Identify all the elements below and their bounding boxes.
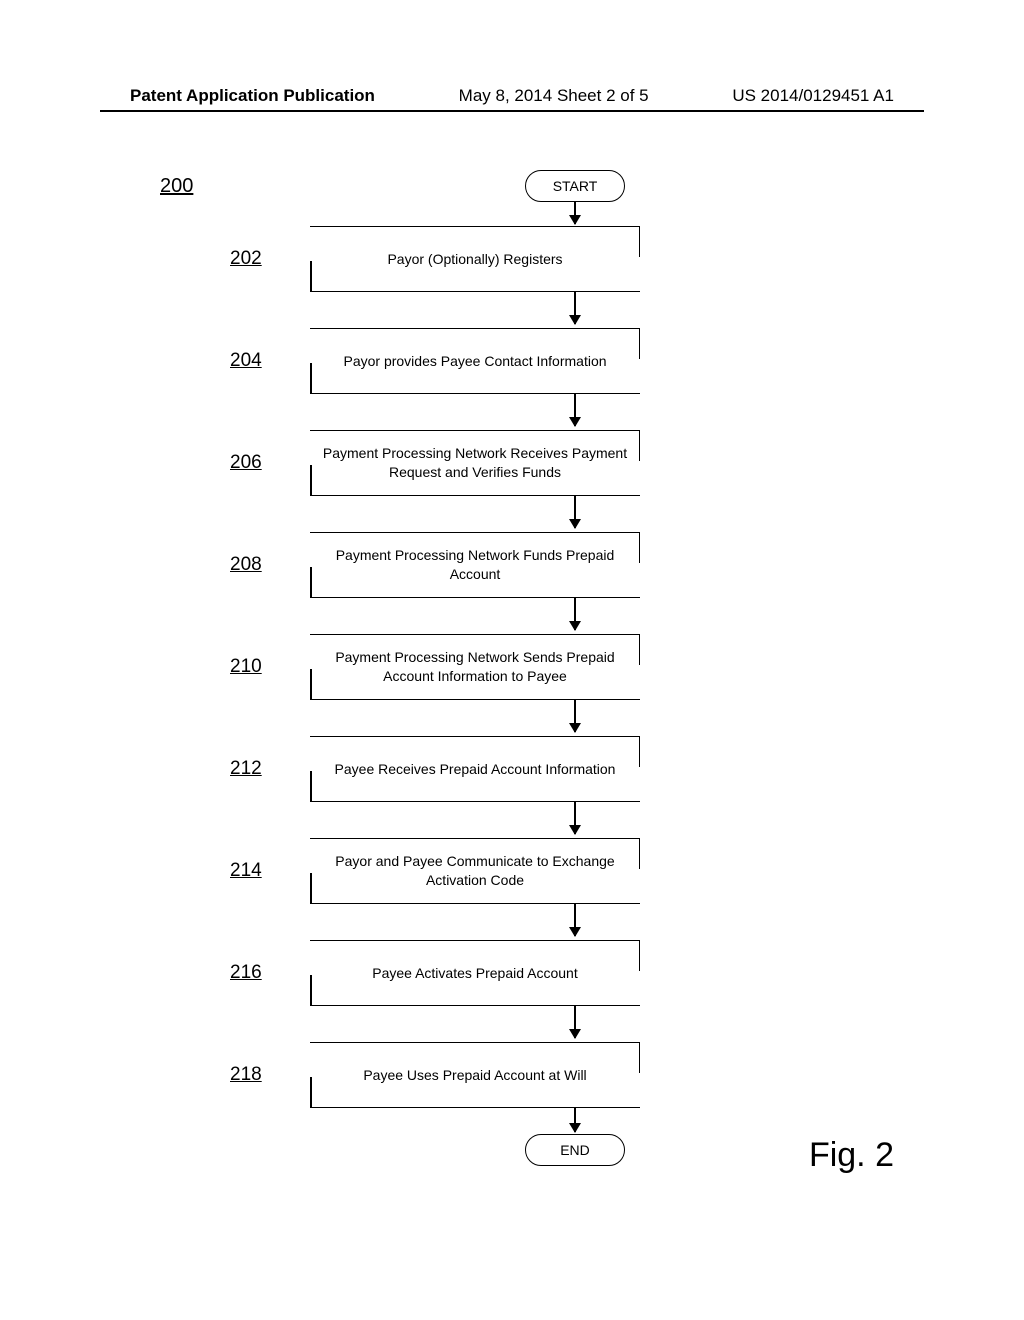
- page-header: Patent Application Publication May 8, 20…: [0, 86, 1024, 106]
- step-box: Payor and Payee Communicate to Exchange …: [310, 838, 640, 904]
- step-text: Payor and Payee Communicate to Exchange …: [316, 852, 634, 890]
- step-number: 212: [230, 758, 262, 780]
- start-terminator: START: [525, 170, 625, 202]
- figure-caption: Fig. 2: [809, 1136, 894, 1175]
- step-box: Payor (Optionally) Registers: [310, 226, 640, 292]
- step-text: Payee Activates Prepaid Account: [372, 964, 577, 983]
- step-row-202: 202 Payor (Optionally) Registers: [220, 226, 780, 292]
- arrow-202-to-204: [574, 292, 576, 324]
- step-box: Payment Processing Network Funds Prepaid…: [310, 532, 640, 598]
- step-box: Payment Processing Network Receives Paym…: [310, 430, 640, 496]
- arrow-218-to-end: [574, 1108, 576, 1132]
- figure-reference-number: 200: [160, 175, 193, 198]
- arrow-210-to-212: [574, 700, 576, 732]
- step-row-204: 204 Payor provides Payee Contact Informa…: [220, 328, 780, 394]
- arrow-208-to-210: [574, 598, 576, 630]
- arrow-206-to-208: [574, 496, 576, 528]
- step-row-216: 216 Payee Activates Prepaid Account: [220, 940, 780, 1006]
- step-box: Payee Receives Prepaid Account Informati…: [310, 736, 640, 802]
- arrow-214-to-216: [574, 904, 576, 936]
- step-number: 204: [230, 350, 262, 372]
- step-text: Payor provides Payee Contact Information: [343, 352, 606, 371]
- step-number: 216: [230, 962, 262, 984]
- step-box: Payee Activates Prepaid Account: [310, 940, 640, 1006]
- step-box: Payment Processing Network Sends Prepaid…: [310, 634, 640, 700]
- step-row-206: 206 Payment Processing Network Receives …: [220, 430, 780, 496]
- step-number: 214: [230, 860, 262, 882]
- step-box: Payor provides Payee Contact Information: [310, 328, 640, 394]
- step-row-218: 218 Payee Uses Prepaid Account at Will: [220, 1042, 780, 1108]
- end-terminator: END: [525, 1134, 625, 1166]
- page: Patent Application Publication May 8, 20…: [0, 0, 1024, 1320]
- end-label: END: [560, 1142, 590, 1158]
- step-number: 202: [230, 248, 262, 270]
- step-number: 206: [230, 452, 262, 474]
- step-box: Payee Uses Prepaid Account at Will: [310, 1042, 640, 1108]
- publication-number: US 2014/0129451 A1: [732, 86, 894, 106]
- header-rule: [100, 110, 924, 112]
- step-row-210: 210 Payment Processing Network Sends Pre…: [220, 634, 780, 700]
- step-row-212: 212 Payee Receives Prepaid Account Infor…: [220, 736, 780, 802]
- step-row-214: 214 Payor and Payee Communicate to Excha…: [220, 838, 780, 904]
- step-number: 208: [230, 554, 262, 576]
- start-label: START: [553, 178, 598, 194]
- step-number: 218: [230, 1064, 262, 1086]
- steps-container: 202 Payor (Optionally) Registers 204 Pay…: [220, 226, 780, 1144]
- step-text: Payment Processing Network Sends Prepaid…: [316, 648, 634, 686]
- arrow-216-to-218: [574, 1006, 576, 1038]
- publication-type: Patent Application Publication: [130, 86, 375, 106]
- step-text: Payor (Optionally) Registers: [387, 250, 562, 269]
- step-text: Payment Processing Network Funds Prepaid…: [316, 546, 634, 584]
- arrow-204-to-206: [574, 394, 576, 426]
- step-text: Payment Processing Network Receives Paym…: [316, 444, 634, 482]
- date-and-sheet: May 8, 2014 Sheet 2 of 5: [459, 86, 649, 106]
- arrow-start-to-202: [574, 202, 576, 224]
- step-row-208: 208 Payment Processing Network Funds Pre…: [220, 532, 780, 598]
- step-text: Payee Receives Prepaid Account Informati…: [335, 760, 616, 779]
- arrow-212-to-214: [574, 802, 576, 834]
- step-text: Payee Uses Prepaid Account at Will: [363, 1066, 586, 1085]
- step-number: 210: [230, 656, 262, 678]
